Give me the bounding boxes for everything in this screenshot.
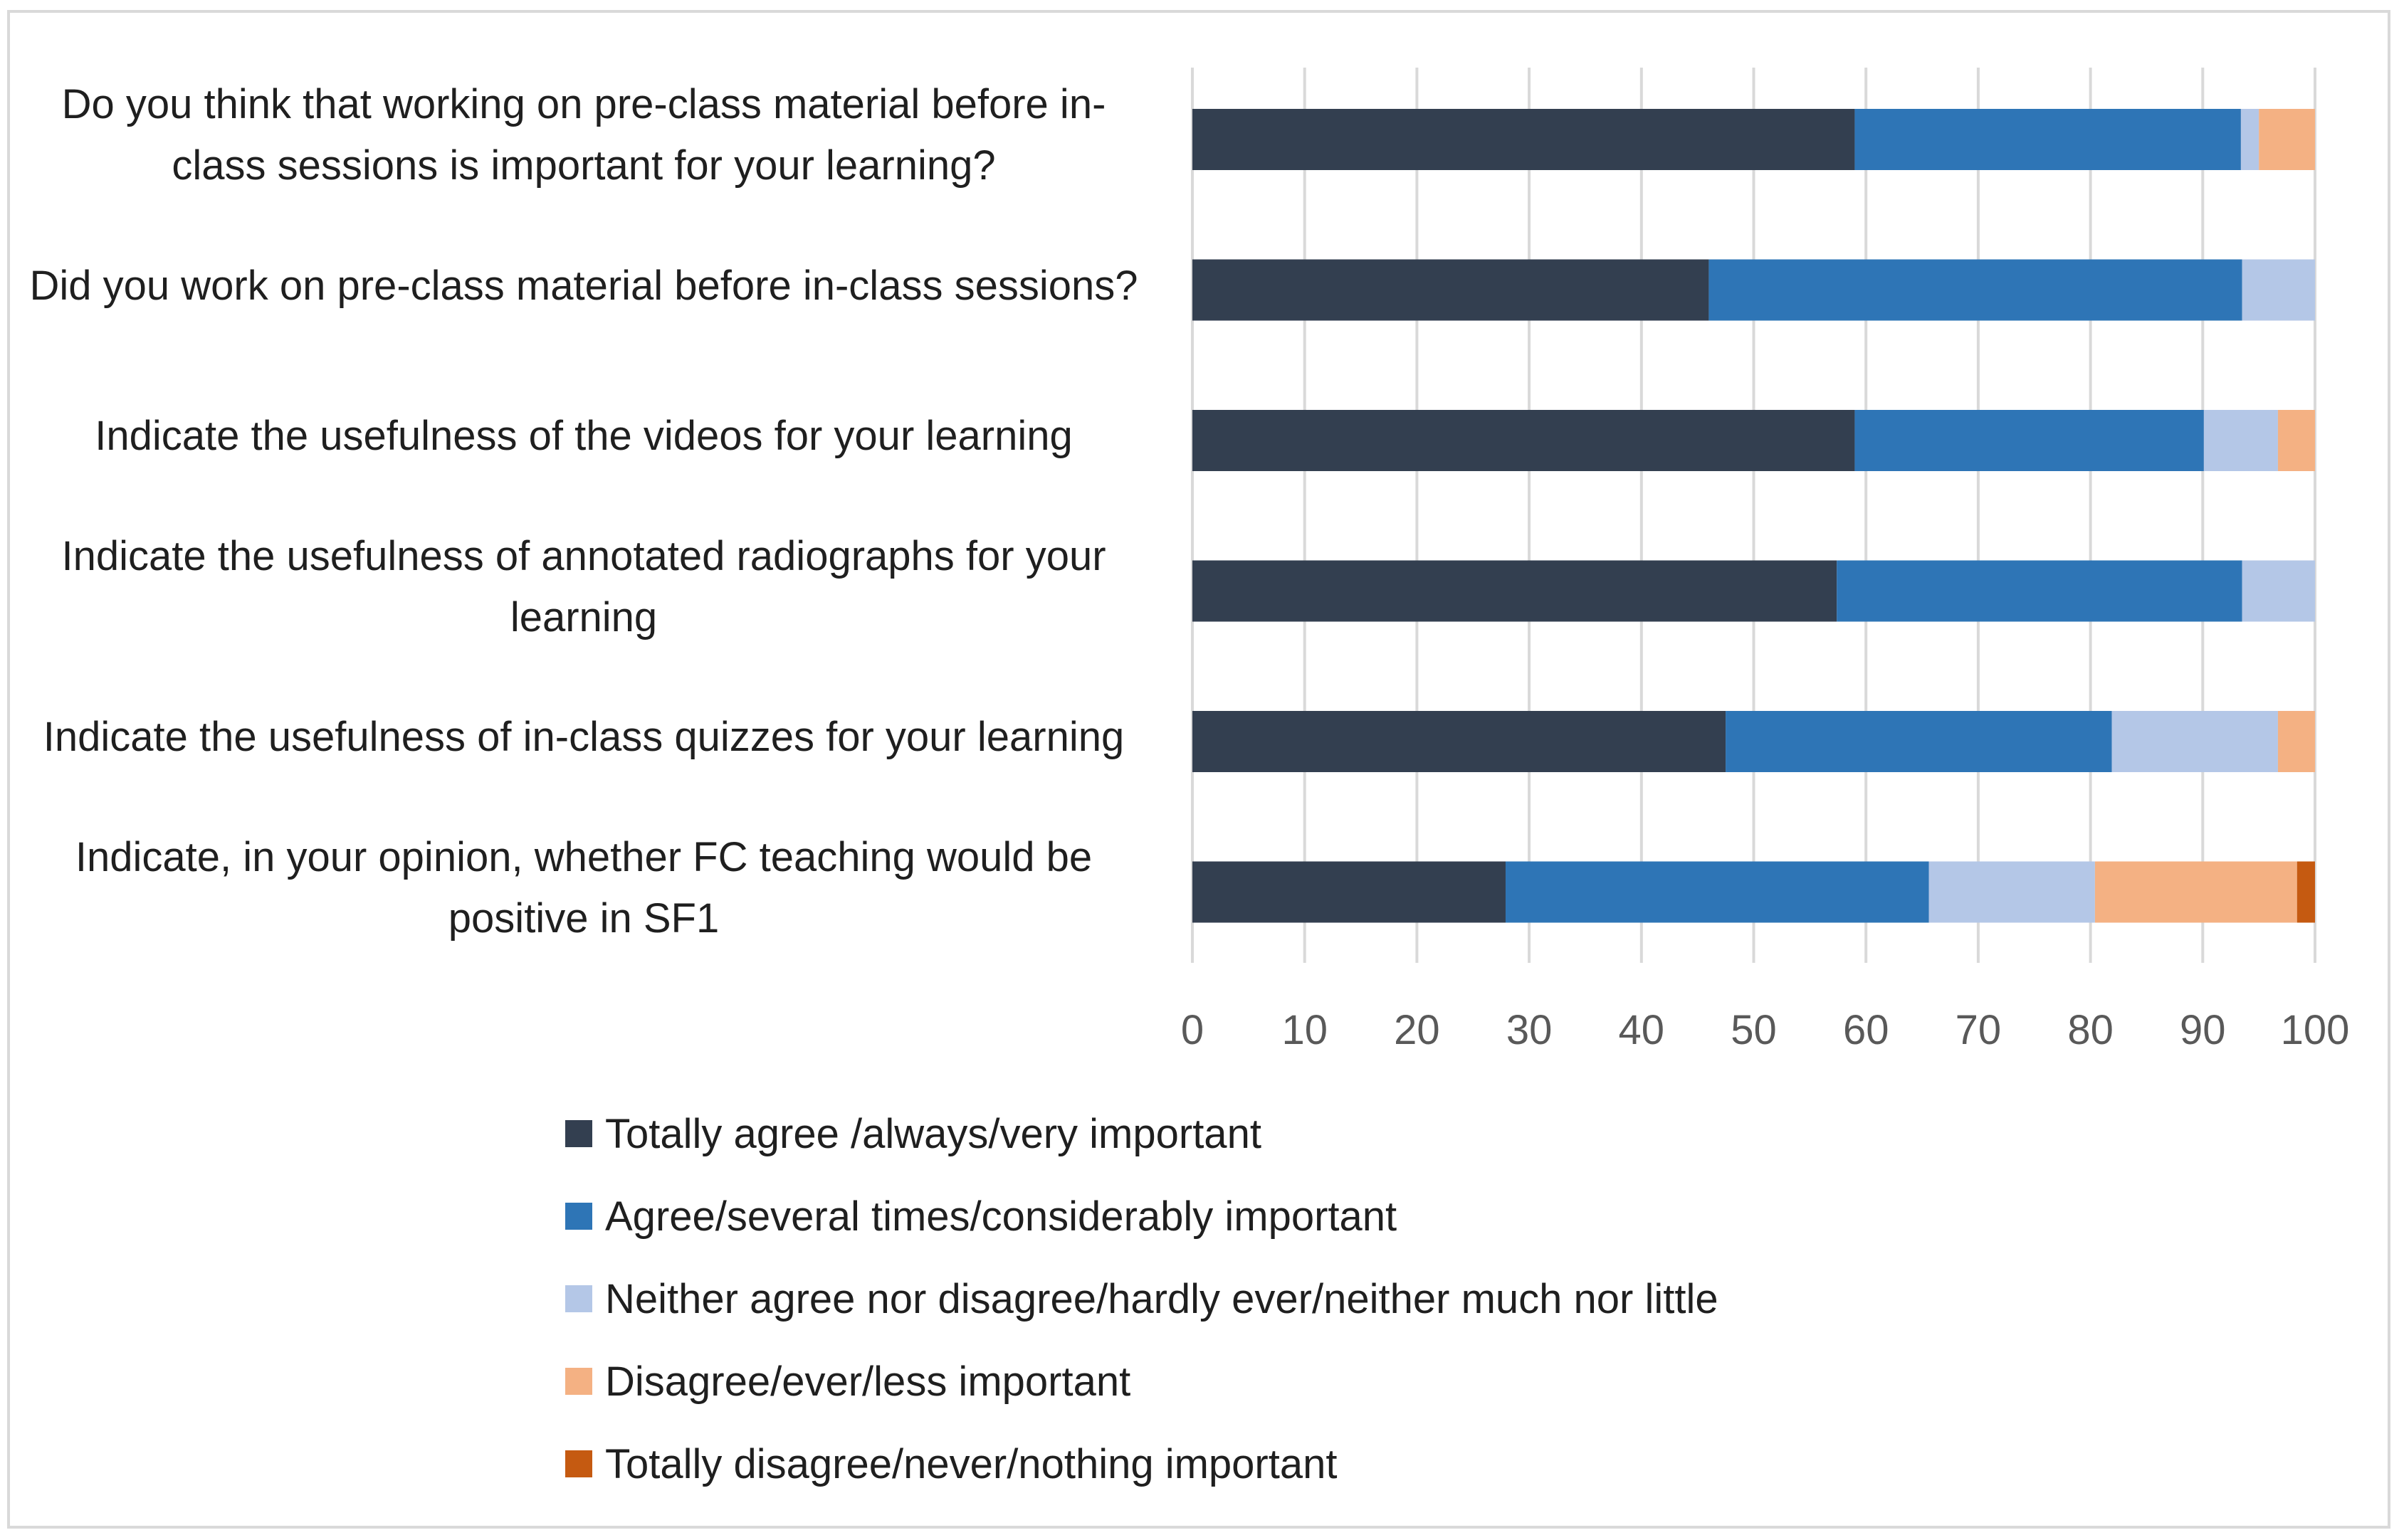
- legend-label: Neither agree nor disagree/hardly ever/n…: [605, 1275, 1718, 1322]
- bar-segment: [1837, 560, 2242, 622]
- gridlines: [1191, 68, 2316, 963]
- bar-segment: [2259, 109, 2315, 170]
- bar-segment: [1192, 560, 1837, 622]
- bar-segment: [1192, 711, 1726, 772]
- category-label: Indicate the usefulness of the videos fo…: [95, 413, 1073, 459]
- x-tick-label: 60: [1843, 1007, 1889, 1053]
- bar-segment: [2094, 861, 2297, 923]
- x-tick-label: 80: [2067, 1007, 2114, 1053]
- legend-item: Totally agree /always/very important: [565, 1092, 1718, 1175]
- bar-segment: [1854, 109, 2241, 170]
- bar-segment: [1726, 711, 2112, 772]
- legend-swatch: [565, 1285, 592, 1312]
- category-label: Indicate the usefulness of annotated rad…: [61, 532, 1106, 640]
- bar-segment: [2203, 410, 2278, 471]
- x-tick-label: 70: [1956, 1007, 2002, 1053]
- category-label: Indicate the usefulness of in-class quiz…: [43, 714, 1125, 760]
- bar-segment: [2242, 259, 2315, 321]
- legend-swatch: [565, 1368, 592, 1395]
- x-axis-ticks: 0 10 20 30 40 50 60 70 80 90 100: [1181, 1007, 2350, 1053]
- category-label: Indicate, in your opinion, whether FC te…: [75, 833, 1093, 942]
- legend-label: Totally agree /always/very important: [605, 1110, 1261, 1157]
- x-tick-label: 90: [2180, 1007, 2226, 1053]
- x-tick-label: 50: [1731, 1007, 1777, 1053]
- bar-segment: [1505, 861, 1929, 923]
- legend-label: Agree/several times/considerably importa…: [605, 1193, 1397, 1240]
- legend-item: Totally disagree/never/nothing important: [565, 1423, 1718, 1505]
- bar-segment: [1192, 109, 1855, 170]
- x-tick-label: 10: [1281, 1007, 1328, 1053]
- bar-segment: [1928, 861, 2095, 923]
- legend-swatch: [565, 1450, 592, 1477]
- legend-item: Agree/several times/considerably importa…: [565, 1175, 1718, 1257]
- category-label: Do you think that working on pre-class m…: [61, 81, 1106, 189]
- x-tick-label: 100: [2281, 1007, 2350, 1053]
- bar-segment: [1192, 410, 1855, 471]
- bar-segment: [1708, 259, 2242, 321]
- category-label: Did you work on pre-class material befor…: [29, 262, 1138, 309]
- x-tick-label: 0: [1181, 1007, 1204, 1053]
- legend-swatch: [565, 1120, 592, 1147]
- x-tick-label: 30: [1506, 1007, 1553, 1053]
- legend-label: Totally disagree/never/nothing important: [605, 1440, 1338, 1487]
- bar-segment: [2111, 711, 2278, 772]
- bar-segment: [2296, 861, 2315, 923]
- legend-swatch: [565, 1203, 592, 1230]
- bar-segment: [2240, 109, 2259, 170]
- legend-label: Disagree/ever/less important: [605, 1358, 1131, 1405]
- legend-item: Disagree/ever/less important: [565, 1340, 1718, 1423]
- legend: Totally agree /always/very important Agre…: [565, 1092, 1718, 1505]
- bar-segment: [2242, 560, 2315, 622]
- x-tick-label: 20: [1394, 1007, 1440, 1053]
- bars: [1192, 109, 2315, 923]
- bar-segment: [2277, 410, 2315, 471]
- x-tick-label: 40: [1619, 1007, 1665, 1053]
- legend-item: Neither agree nor disagree/hardly ever/n…: [565, 1257, 1718, 1340]
- bar-segment: [2277, 711, 2315, 772]
- bar-segment: [1192, 861, 1506, 923]
- bar-segment: [1192, 259, 1709, 321]
- bar-segment: [1854, 410, 2204, 471]
